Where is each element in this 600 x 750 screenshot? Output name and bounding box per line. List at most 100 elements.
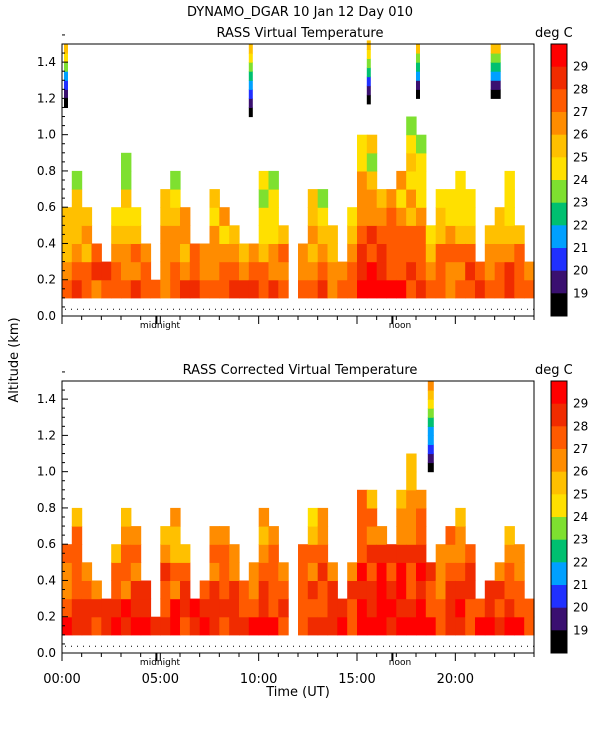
- colorbar-label: 24: [573, 510, 588, 524]
- heat-cell: [435, 562, 447, 581]
- heat-cell: [71, 189, 83, 208]
- heat-cell: [101, 616, 112, 636]
- colorbar-swatch: [551, 562, 567, 586]
- heat-cell: [494, 616, 506, 636]
- colorbar-swatch: [551, 66, 567, 90]
- heat-cell: [268, 243, 279, 263]
- heat-cell: [317, 279, 329, 299]
- heat-cell: [229, 261, 240, 281]
- heat-spike-cell: [366, 94, 371, 105]
- heat-cell: [524, 616, 535, 636]
- heat-cell: [357, 507, 368, 527]
- heat-cell: [81, 562, 93, 581]
- heat-cell: [366, 562, 378, 581]
- heat-cell: [416, 189, 427, 208]
- baseline-dot: [317, 645, 318, 647]
- colorbar-swatch: [551, 426, 567, 450]
- heat-cell: [170, 279, 181, 299]
- heat-cell: [524, 598, 535, 618]
- baseline-dot: [425, 308, 426, 310]
- colorbar-swatch: [551, 225, 567, 249]
- colorbar-label: 23: [573, 533, 588, 547]
- colorbar-label: 21: [573, 578, 588, 592]
- heat-cell: [406, 152, 417, 172]
- heat-cell: [406, 580, 417, 600]
- baseline-dot: [443, 645, 444, 647]
- heat-cell: [170, 598, 181, 618]
- baseline-dot: [185, 308, 186, 310]
- y-tick-label: 1.0: [37, 128, 56, 142]
- panel-bottom-title: RASS Corrected Virtual Temperature: [183, 363, 418, 378]
- heat-cell: [130, 544, 142, 563]
- heat-spike-cell: [490, 71, 501, 81]
- heat-cell: [170, 207, 181, 226]
- heat-cell: [258, 243, 270, 263]
- heat-cell: [386, 243, 397, 263]
- heat-cell: [130, 207, 142, 226]
- heat-cell: [357, 207, 368, 226]
- heat-cell: [396, 598, 407, 618]
- heat-cell: [91, 279, 102, 299]
- heat-cell: [189, 279, 201, 299]
- baseline-dot: [407, 645, 408, 647]
- heat-cell: [327, 598, 338, 618]
- heat-cell: [258, 207, 270, 226]
- heat-cell: [307, 225, 319, 244]
- baseline-dot: [359, 645, 360, 647]
- heat-cell: [209, 207, 220, 226]
- heat-cell: [160, 189, 171, 208]
- baseline-dot: [203, 645, 204, 647]
- baseline-dot: [293, 645, 294, 647]
- heat-spike-cell: [366, 58, 371, 69]
- heat-spike-cell: [416, 89, 420, 99]
- colorbar-swatch: [551, 157, 567, 181]
- baseline-dot: [449, 308, 450, 310]
- colorbar-swatch: [551, 585, 567, 609]
- baseline-dot: [113, 308, 114, 310]
- baseline-dot: [191, 645, 192, 647]
- heat-cell: [366, 207, 378, 226]
- heat-cell: [465, 261, 476, 281]
- heat-cell: [239, 616, 250, 636]
- heat-cell: [91, 616, 102, 636]
- heat-cell: [91, 243, 102, 263]
- heat-cell: [180, 562, 191, 581]
- heat-cell: [189, 616, 201, 636]
- heat-cell: [455, 189, 466, 208]
- heat-spike-cell: [490, 89, 501, 99]
- heat-cell: [219, 562, 230, 581]
- heat-cell: [416, 279, 427, 299]
- heat-cell: [366, 261, 378, 281]
- heat-cell: [91, 598, 102, 618]
- heat-cell: [121, 207, 132, 226]
- heat-cell: [229, 279, 240, 299]
- heat-cell: [278, 598, 289, 618]
- baseline-dot: [251, 645, 252, 647]
- colorbar-swatch: [551, 134, 567, 158]
- heat-cell: [258, 544, 270, 563]
- heat-cell: [465, 616, 476, 636]
- colorbar-swatch: [551, 517, 567, 541]
- heat-cell: [140, 279, 152, 299]
- heat-cell: [445, 207, 456, 226]
- heat-cell: [347, 261, 358, 281]
- heat-cell: [406, 189, 417, 208]
- baseline-dot: [89, 308, 90, 310]
- heat-cell: [357, 189, 368, 208]
- baseline-dot: [155, 645, 156, 647]
- baseline-dot: [317, 308, 318, 310]
- heat-cell: [121, 580, 132, 600]
- heat-cell: [160, 207, 171, 226]
- heat-cell: [258, 279, 270, 299]
- baseline-dot: [143, 308, 144, 310]
- page-title: DYNAMO_DGAR 10 Jan 12 Day 010: [187, 5, 413, 20]
- baseline-dot: [311, 645, 312, 647]
- baseline-dot: [233, 645, 234, 647]
- x-tick-label: 00:00: [43, 672, 80, 687]
- heat-cell: [317, 261, 329, 281]
- heat-cell: [504, 207, 515, 226]
- heat-cell: [298, 598, 309, 618]
- heat-cell: [514, 598, 525, 618]
- y-tick-label: 0.8: [37, 164, 56, 178]
- heat-cell: [248, 261, 260, 281]
